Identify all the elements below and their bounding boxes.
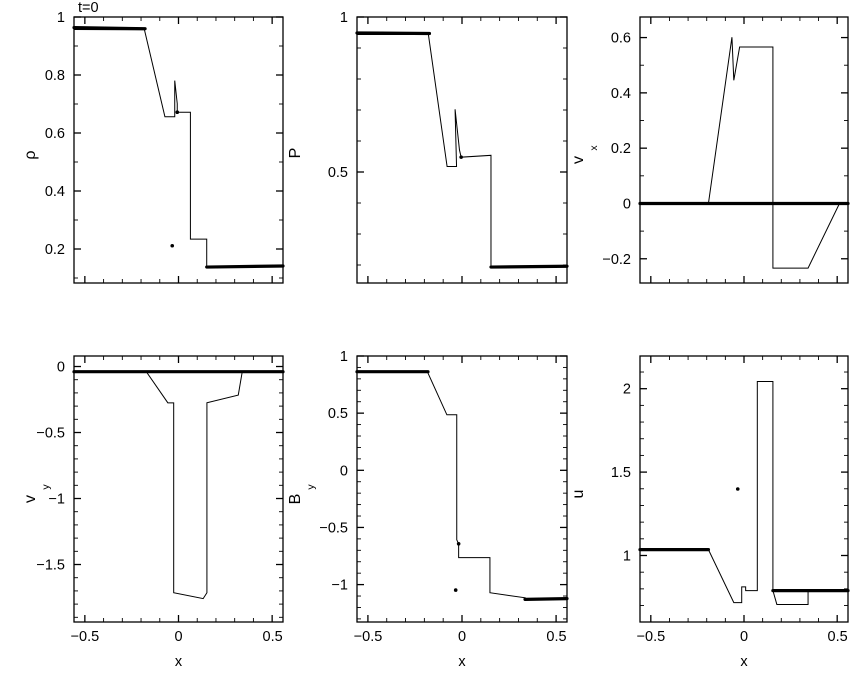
svg-text:1: 1 [340,10,348,26]
svg-text:0.5: 0.5 [546,629,566,645]
svg-text:0: 0 [458,629,466,645]
svg-text:y: y [305,484,317,490]
svg-text:1: 1 [57,10,65,26]
svg-text:0: 0 [174,629,182,645]
svg-text:x: x [740,654,748,670]
svg-text:1: 1 [340,349,348,365]
svg-text:x: x [175,654,183,670]
svg-text:t=0: t=0 [78,0,99,16]
svg-text:ρ: ρ [22,150,39,159]
svg-text:−0.5: −0.5 [637,629,666,645]
svg-text:1.5: 1.5 [611,465,631,481]
svg-text:0: 0 [340,463,348,479]
svg-text:−1: −1 [48,492,65,508]
svg-text:x: x [588,145,600,151]
svg-text:−0.5: −0.5 [354,629,383,645]
svg-text:P: P [287,148,304,159]
svg-text:0.8: 0.8 [45,68,65,84]
svg-text:0.6: 0.6 [611,31,631,47]
svg-text:−1: −1 [331,578,348,594]
svg-text:0.5: 0.5 [828,629,848,645]
svg-text:0.6: 0.6 [45,126,65,142]
svg-text:−0.5: −0.5 [71,629,100,645]
svg-text:u: u [570,490,587,499]
svg-text:0.5: 0.5 [328,406,348,422]
svg-text:v: v [570,156,587,164]
svg-text:−0.5: −0.5 [319,521,348,537]
svg-text:0: 0 [740,629,748,645]
svg-text:0.4: 0.4 [611,86,631,102]
svg-text:0.2: 0.2 [45,242,65,258]
svg-text:0.5: 0.5 [328,165,348,181]
svg-text:v: v [22,495,39,503]
svg-text:0.2: 0.2 [611,141,631,157]
svg-text:−0.5: −0.5 [36,426,65,442]
svg-text:0: 0 [623,197,631,213]
svg-text:x: x [458,654,466,670]
svg-text:2: 2 [623,382,631,398]
svg-text:y: y [40,484,52,490]
svg-text:−0.2: −0.2 [602,252,631,268]
svg-text:B: B [287,494,304,505]
svg-text:0: 0 [57,360,65,376]
svg-text:0.4: 0.4 [45,184,65,200]
svg-text:1: 1 [623,549,631,565]
svg-text:0.5: 0.5 [263,629,283,645]
svg-text:−1.5: −1.5 [36,558,65,574]
